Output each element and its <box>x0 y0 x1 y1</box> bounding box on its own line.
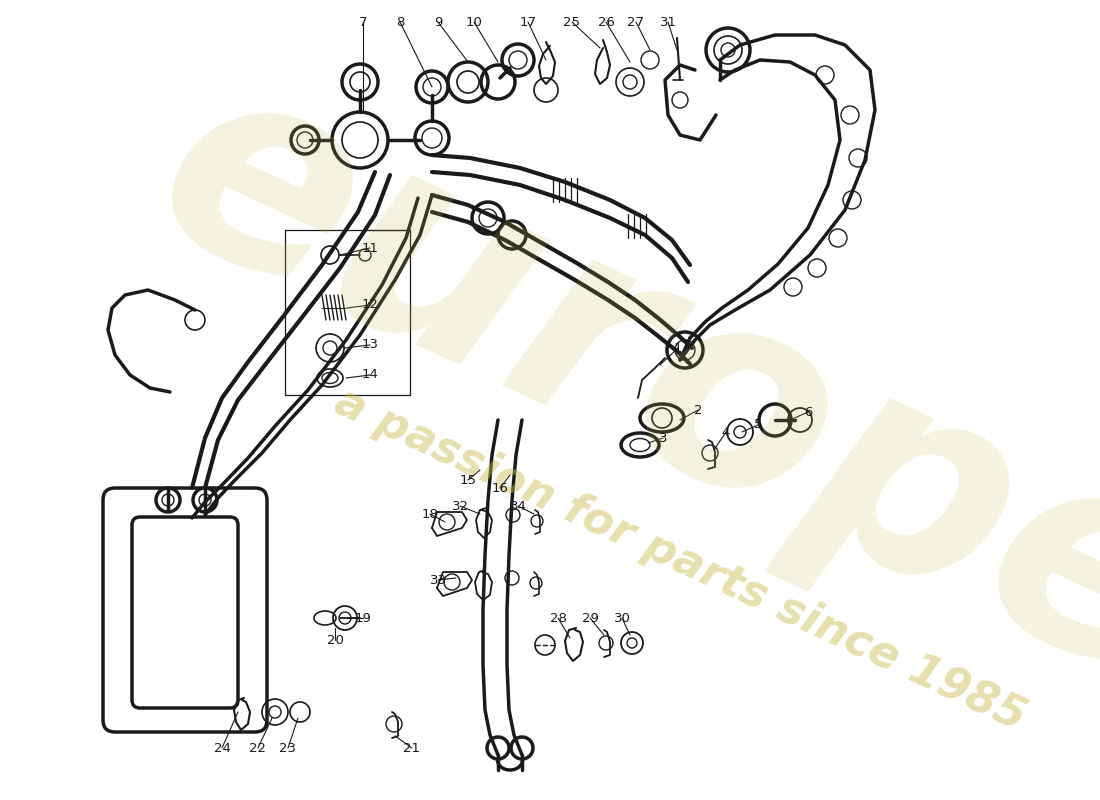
Text: 16: 16 <box>492 482 508 494</box>
Text: 5: 5 <box>754 418 762 431</box>
Text: 27: 27 <box>627 15 645 29</box>
Text: 34: 34 <box>509 499 527 513</box>
Text: 10: 10 <box>465 15 483 29</box>
Text: 4: 4 <box>722 426 730 438</box>
Text: 15: 15 <box>460 474 476 486</box>
Text: 24: 24 <box>213 742 230 754</box>
Text: 12: 12 <box>362 298 378 311</box>
Text: 2: 2 <box>694 403 702 417</box>
Text: europes: europes <box>119 30 1100 800</box>
Text: 13: 13 <box>362 338 378 351</box>
Text: 30: 30 <box>614 611 630 625</box>
Text: 9: 9 <box>433 15 442 29</box>
Text: 33: 33 <box>429 574 447 586</box>
Text: 17: 17 <box>519 15 537 29</box>
Text: 23: 23 <box>279 742 297 754</box>
Text: 21: 21 <box>404 742 420 754</box>
Text: 14: 14 <box>362 369 378 382</box>
Text: a passion for parts since 1985: a passion for parts since 1985 <box>328 381 1032 739</box>
Text: 22: 22 <box>250 742 266 754</box>
Text: 6: 6 <box>804 406 812 418</box>
Text: 29: 29 <box>582 611 598 625</box>
Text: 8: 8 <box>396 15 404 29</box>
Text: 26: 26 <box>597 15 615 29</box>
Text: 25: 25 <box>563 15 581 29</box>
Text: 3: 3 <box>659 431 668 445</box>
Text: 18: 18 <box>421 507 439 521</box>
Text: 11: 11 <box>362 242 378 254</box>
Text: 20: 20 <box>327 634 343 646</box>
Text: 19: 19 <box>354 611 372 625</box>
Text: 32: 32 <box>451 499 469 513</box>
Text: 28: 28 <box>550 611 566 625</box>
Text: 1: 1 <box>673 342 682 354</box>
Text: 7: 7 <box>359 15 367 29</box>
Text: 31: 31 <box>660 15 676 29</box>
